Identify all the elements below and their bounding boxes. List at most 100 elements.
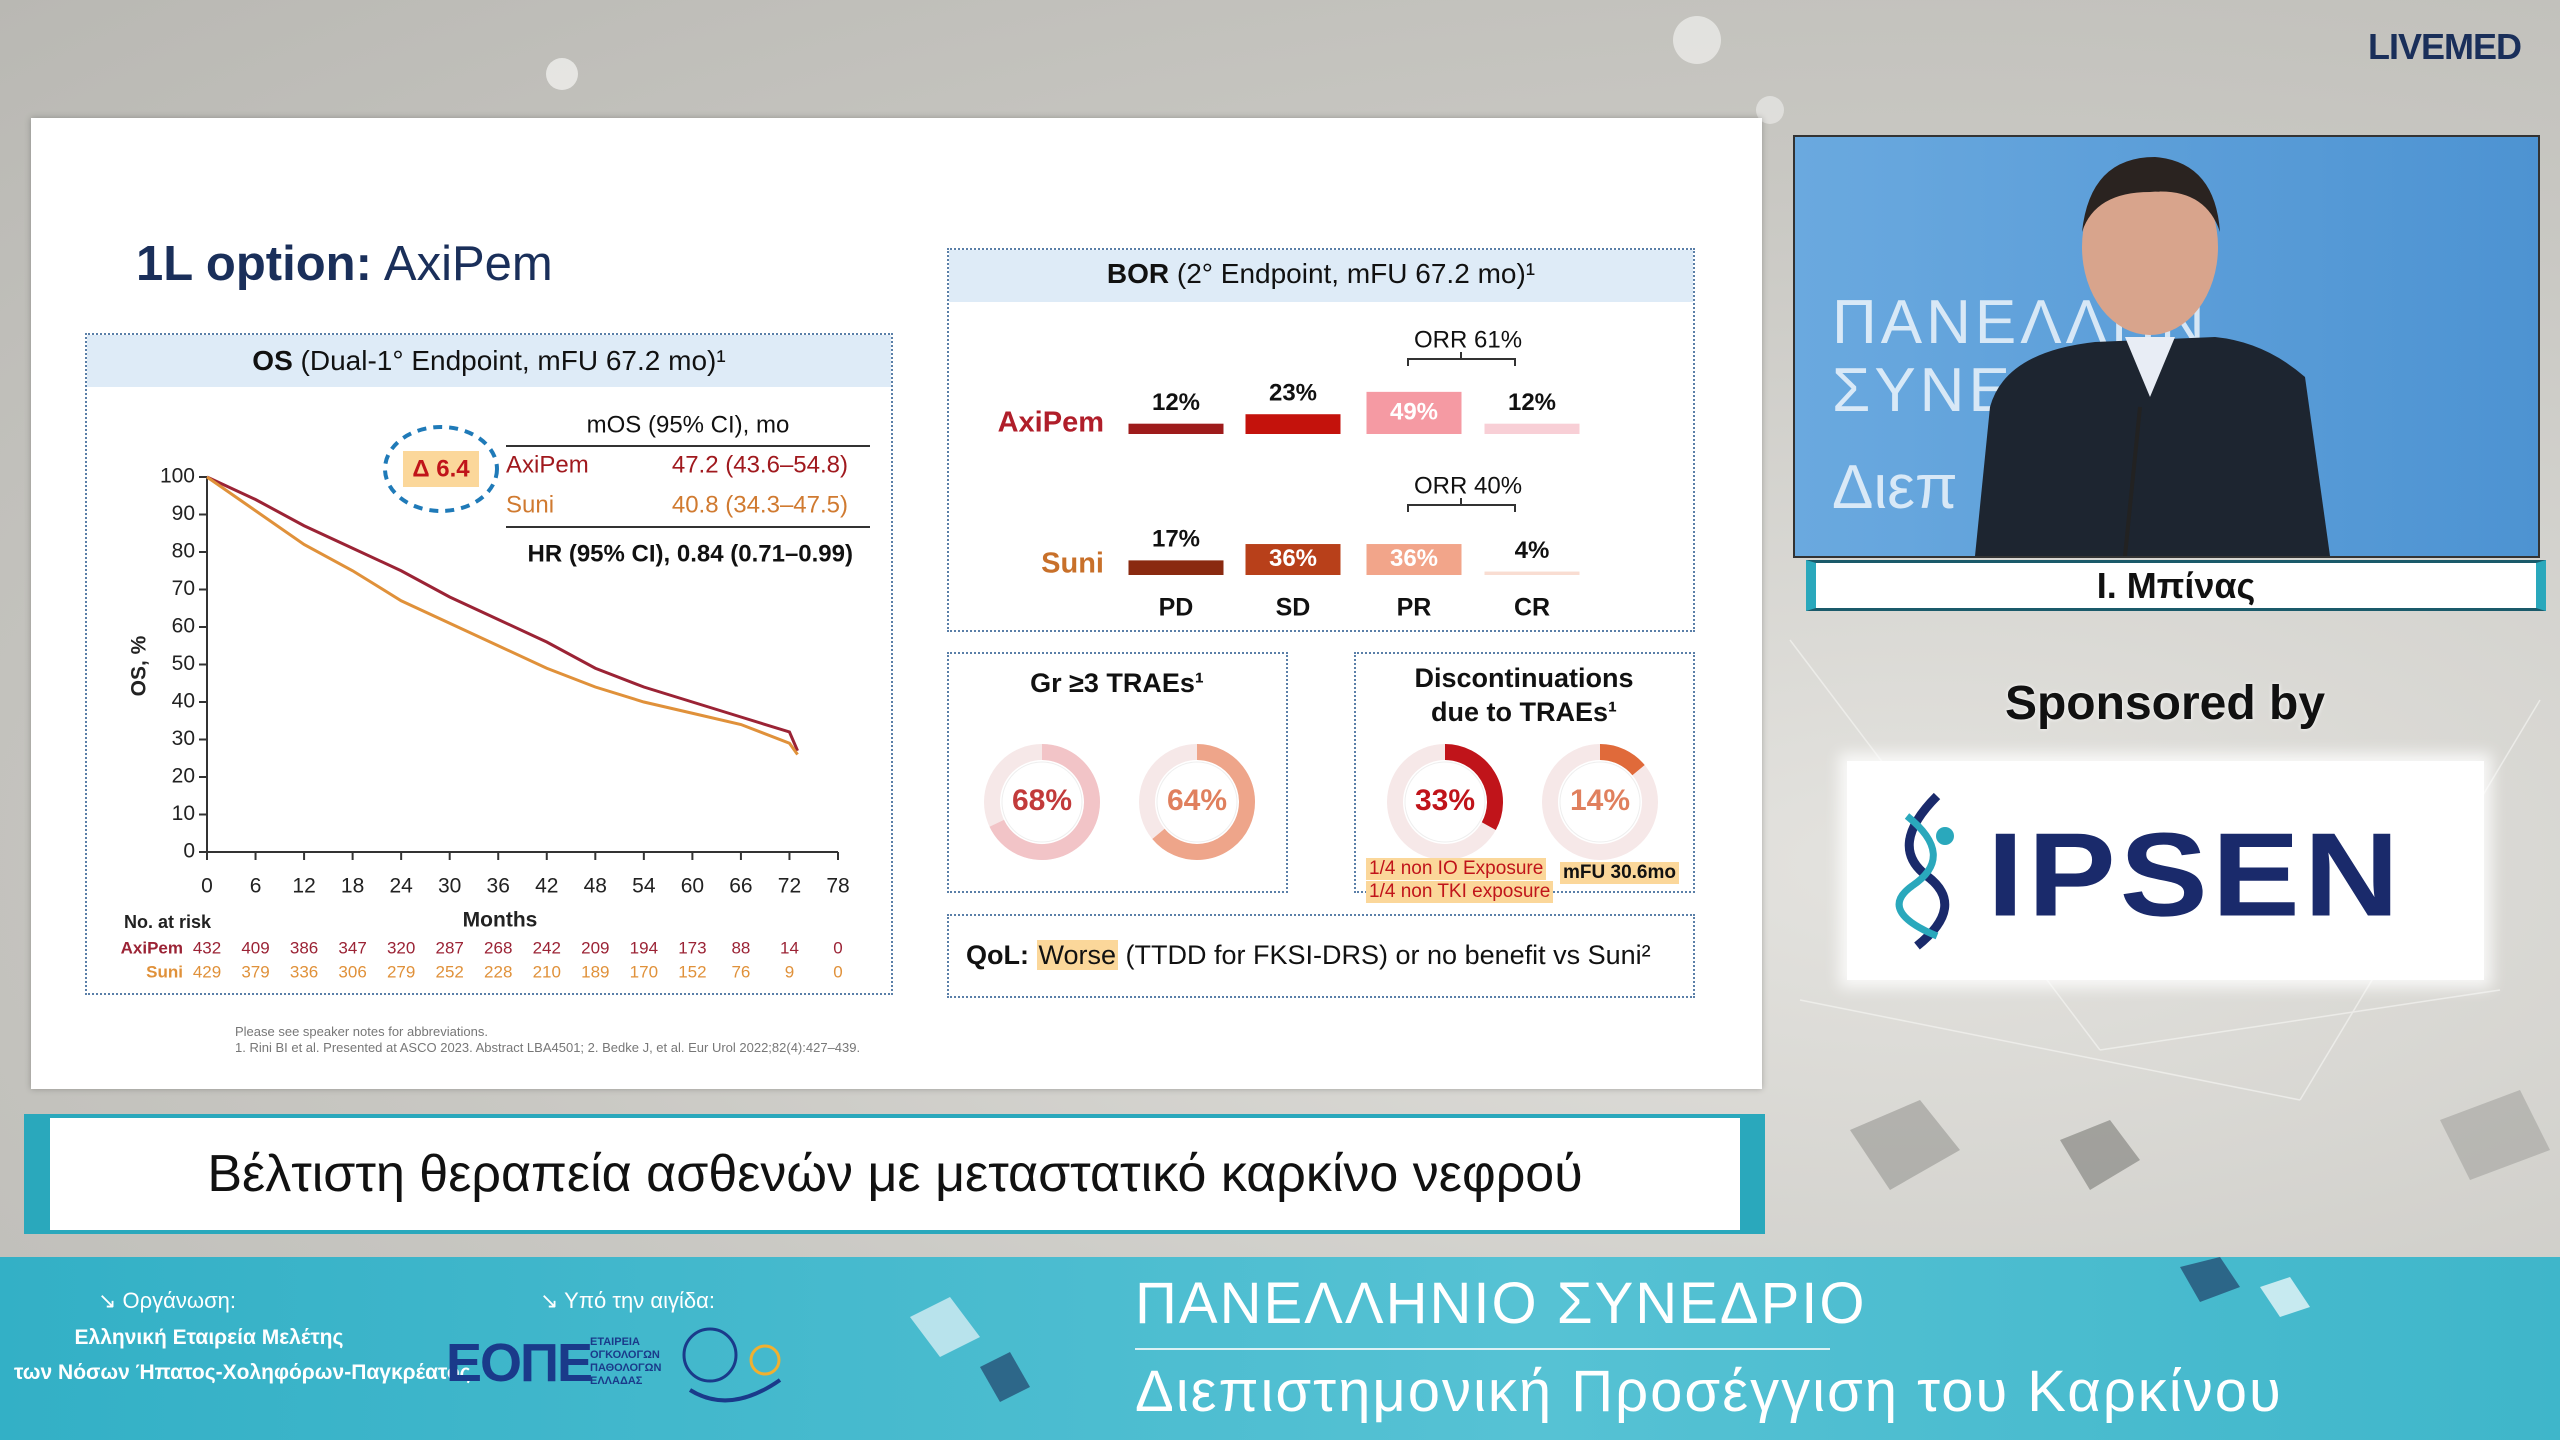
y-tick-label: 20 [172,765,195,788]
y-tick-label: 100 [160,465,195,488]
survival-curve [206,475,799,756]
qol-rest: (TTDD for FKSI-DRS) or no benefit vs Sun… [1125,940,1651,970]
auspices-logo [682,1327,782,1403]
x-tick-label: 78 [826,875,849,898]
legend-header: mOS (95% CI), mo [587,411,790,438]
slide-title: 1L option: AxiPem [136,236,553,292]
donut-center [1559,761,1641,843]
risk-count: 409 [241,938,269,957]
os-panel-header: OS (Dual-1° Endpoint, mFU 67.2 mo)¹ [87,335,891,387]
risk-count: 306 [338,962,366,981]
title-bold: 1L option: [136,237,372,291]
video-backdrop-text: Διεπ [1832,453,1958,522]
bor-bar [1484,423,1580,434]
risk-count: 252 [436,962,464,981]
caption: Βέλτιστη θεραπεία ασθενών με μεταστατικό… [50,1118,1740,1230]
donut-arc [1599,744,1645,776]
eope-logo: ΕΟΠΕ [446,1333,593,1393]
risk-count: 9 [785,962,794,981]
risk-title: No. at risk [124,912,212,932]
hazard-ratio: HR (95% CI), 0.84 (0.71–0.99) [528,540,854,567]
bor-chart: BOR (2° Endpoint, mFU 67.2 mo)¹ ORR 61% … [949,250,1693,622]
bor-value-label: 17% [1152,526,1200,553]
bor-value-label: 36% [1269,545,1317,572]
bor-bar [1128,560,1224,575]
organizer-label: ↘ Οργάνωση: [98,1288,236,1313]
congress-title: ΠΑΝΕΛΛΗΝΙΟ ΣΥΝΕΔΡΙΟ [1135,1271,1867,1336]
risk-count: 320 [387,938,415,957]
bor-value-label: 23% [1269,380,1317,407]
donut-arc [1152,744,1255,860]
risk-count: 14 [780,938,799,957]
bor-bar [1245,414,1341,434]
delta-label: Δ 6.4 [412,455,470,482]
trae-title: Gr ≥3 TRAEs¹ [1030,668,1204,698]
legend-value: 47.2 (43.6–54.8) [672,451,848,478]
qol-highlight: Worse [1036,940,1119,970]
x-tick-label: 36 [487,875,510,898]
eope-line: ΕΤΑΙΡΕΙΑ [590,1336,640,1348]
footnote: Please see speaker notes for abbreviatio… [235,1024,488,1039]
risk-count: 170 [630,962,658,981]
risk-row-name: Suni [146,962,183,981]
disc-title: due to TRAEs¹ [1431,697,1617,727]
os-title-bold: OS [252,345,293,376]
risk-count: 268 [484,938,512,957]
bor-value-label: 4% [1515,537,1550,564]
y-tick-label: 90 [172,502,195,525]
auspices-label: ↘ Υπό την αιγίδα: [540,1288,715,1313]
orr-bracket [1407,352,1516,366]
risk-count: 0 [833,938,842,957]
os-title-rest: (Dual-1° Endpoint, mFU 67.2 mo)¹ [300,345,726,376]
donut-center [1156,761,1238,843]
orr-label: ORR 61% [1414,326,1522,353]
speaker-figure [1975,157,2330,556]
disc-note: 1/4 non TKI exposure [1366,881,1554,903]
eope-text: ΕΤΑΙΡΕΙΑ ΟΓΚΟΛΟΓΩΝ ΠΑΘΟΛΟΓΩΝ ΕΛΛΑΔΑΣ [590,1336,661,1388]
disc-mfu: mFU 30.6mo [1560,862,1679,884]
donut-center [1404,761,1486,843]
donut-arc [1444,744,1503,830]
y-tick-label: 10 [172,802,195,825]
y-tick-label: 60 [172,615,195,638]
eope-line: ΕΛΛΑΔΑΣ [590,1375,643,1387]
donut-label: 64% [1167,784,1227,817]
x-tick-label: 12 [292,875,315,898]
legend-value: 40.8 (34.3–47.5) [672,491,848,518]
footnote: 1. Rini BI et al. Presented at ASCO 2023… [235,1040,861,1055]
donut-center [1001,761,1083,843]
risk-count: 432 [193,938,221,957]
risk-count: 209 [581,938,609,957]
bor-header [949,250,1693,302]
x-tick-label: 48 [584,875,607,898]
livemed-logo: LIVEMED [2368,26,2522,67]
risk-count: 336 [290,962,318,981]
x-tick-label: 24 [389,875,413,898]
y-tick-label: 50 [172,652,195,675]
bor-category: SD [1276,594,1311,622]
donut-label: 68% [1012,784,1072,817]
x-tick-label: 66 [729,875,752,898]
legend-name: Suni [506,491,554,518]
y-tick-label: 0 [183,840,195,863]
speaker-video: ΠΑΝΕΛΛΗΝ ΣΥΝΕ Διεπ [1793,135,2540,558]
bor-title: BOR (2° Endpoint, mFU 67.2 mo)¹ [1107,258,1535,289]
bor-bar [1245,544,1341,575]
bor-category: PR [1397,594,1432,622]
eope-line: ΟΓΚΟΛΟΓΩΝ [590,1349,660,1361]
risk-count: 88 [731,938,750,957]
delta-circle [383,425,499,513]
y-tick-label: 40 [172,690,195,713]
footer-decoration [910,1257,2310,1402]
organizer-line: Ελληνική Εταιρεία Μελέτης [74,1326,344,1349]
bor-category: CR [1514,594,1550,622]
risk-count: 173 [678,938,706,957]
risk-count: 279 [387,962,415,981]
delta-box [403,451,479,487]
bor-series-name: Suni [1041,548,1104,580]
risk-row-name: AxiPem [121,938,183,957]
survival-curve [206,475,799,752]
donut-label: 14% [1570,784,1630,817]
y-tick-label: 70 [172,577,195,600]
disc-chart: Discontinuations due to TRAEs¹ 33% 14% [1387,663,1658,860]
